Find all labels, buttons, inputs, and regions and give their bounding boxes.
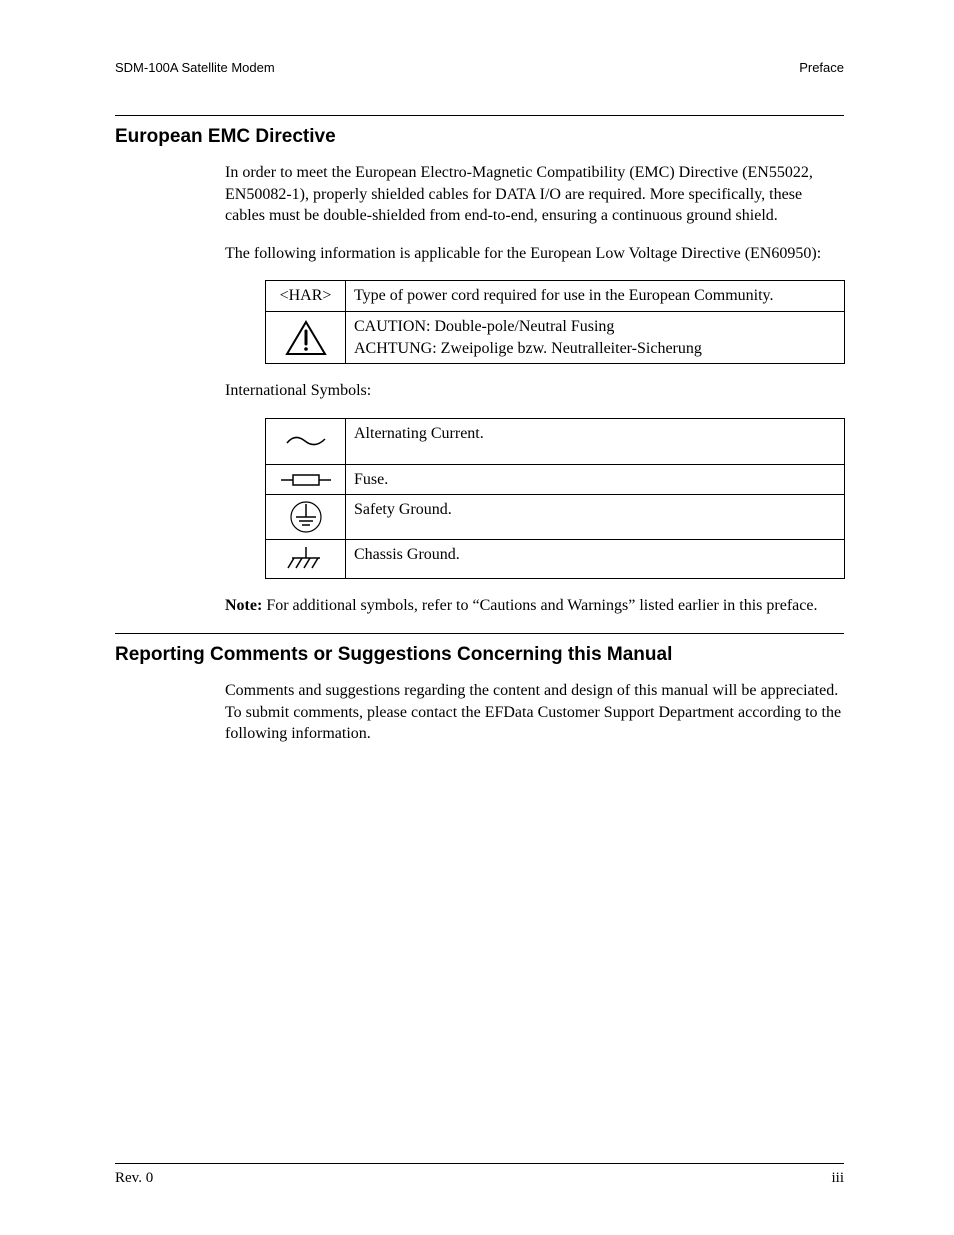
intl-symbols-table: Alternating Current. Fuse. bbox=[265, 418, 845, 580]
footer-right: iii bbox=[831, 1170, 844, 1187]
note-paragraph: Note: For additional symbols, refer to “… bbox=[225, 595, 844, 617]
table-row: <HAR> Type of power cord required for us… bbox=[266, 281, 845, 312]
header-left: SDM-100A Satellite Modem bbox=[115, 60, 275, 75]
safety-ground-desc: Safety Ground. bbox=[346, 495, 845, 540]
table-row: CAUTION: Double-pole/Neutral Fusing ACHT… bbox=[266, 311, 845, 363]
chassis-ground-cell bbox=[266, 540, 346, 579]
chassis-ground-icon bbox=[284, 544, 328, 574]
emc-para-1: In order to meet the European Electro-Ma… bbox=[225, 162, 844, 227]
fuse-symbol-cell bbox=[266, 464, 346, 495]
table-row: Chassis Ground. bbox=[266, 540, 845, 579]
table-row: Safety Ground. bbox=[266, 495, 845, 540]
section-heading-emc: European EMC Directive bbox=[115, 115, 844, 148]
safety-ground-icon bbox=[288, 499, 324, 535]
table-row: Fuse. bbox=[266, 464, 845, 495]
emc-para-2: The following information is applicable … bbox=[225, 243, 844, 265]
warning-symbol-cell bbox=[266, 311, 346, 363]
ac-desc: Alternating Current. bbox=[346, 418, 845, 464]
header-right: Preface bbox=[799, 60, 844, 75]
reporting-para-1: Comments and suggestions regarding the c… bbox=[225, 680, 844, 745]
warning-triangle-icon bbox=[284, 319, 328, 357]
note-label: Note: bbox=[225, 597, 262, 614]
har-desc: Type of power cord required for use in t… bbox=[346, 281, 845, 312]
caution-line1: CAUTION: Double-pole/Neutral Fusing bbox=[354, 318, 614, 335]
ac-symbol-cell bbox=[266, 418, 346, 464]
section-heading-reporting: Reporting Comments or Suggestions Concer… bbox=[115, 633, 844, 666]
har-symbol-text: <HAR> bbox=[280, 287, 332, 304]
ac-wave-icon bbox=[283, 431, 329, 451]
footer-left: Rev. 0 bbox=[115, 1170, 153, 1187]
chassis-ground-desc: Chassis Ground. bbox=[346, 540, 845, 579]
note-body: For additional symbols, refer to “Cautio… bbox=[262, 597, 817, 614]
table-row: Alternating Current. bbox=[266, 418, 845, 464]
power-cord-table: <HAR> Type of power cord required for us… bbox=[265, 280, 845, 364]
intl-symbols-label: International Symbols: bbox=[225, 380, 844, 402]
page-footer: Rev. 0 iii bbox=[115, 1163, 844, 1187]
caution-desc: CAUTION: Double-pole/Neutral Fusing ACHT… bbox=[346, 311, 845, 363]
fuse-icon bbox=[279, 471, 333, 489]
har-symbol-cell: <HAR> bbox=[266, 281, 346, 312]
fuse-desc: Fuse. bbox=[346, 464, 845, 495]
safety-ground-cell bbox=[266, 495, 346, 540]
caution-line2: ACHTUNG: Zweipolige bzw. Neutralleiter-S… bbox=[354, 340, 702, 357]
